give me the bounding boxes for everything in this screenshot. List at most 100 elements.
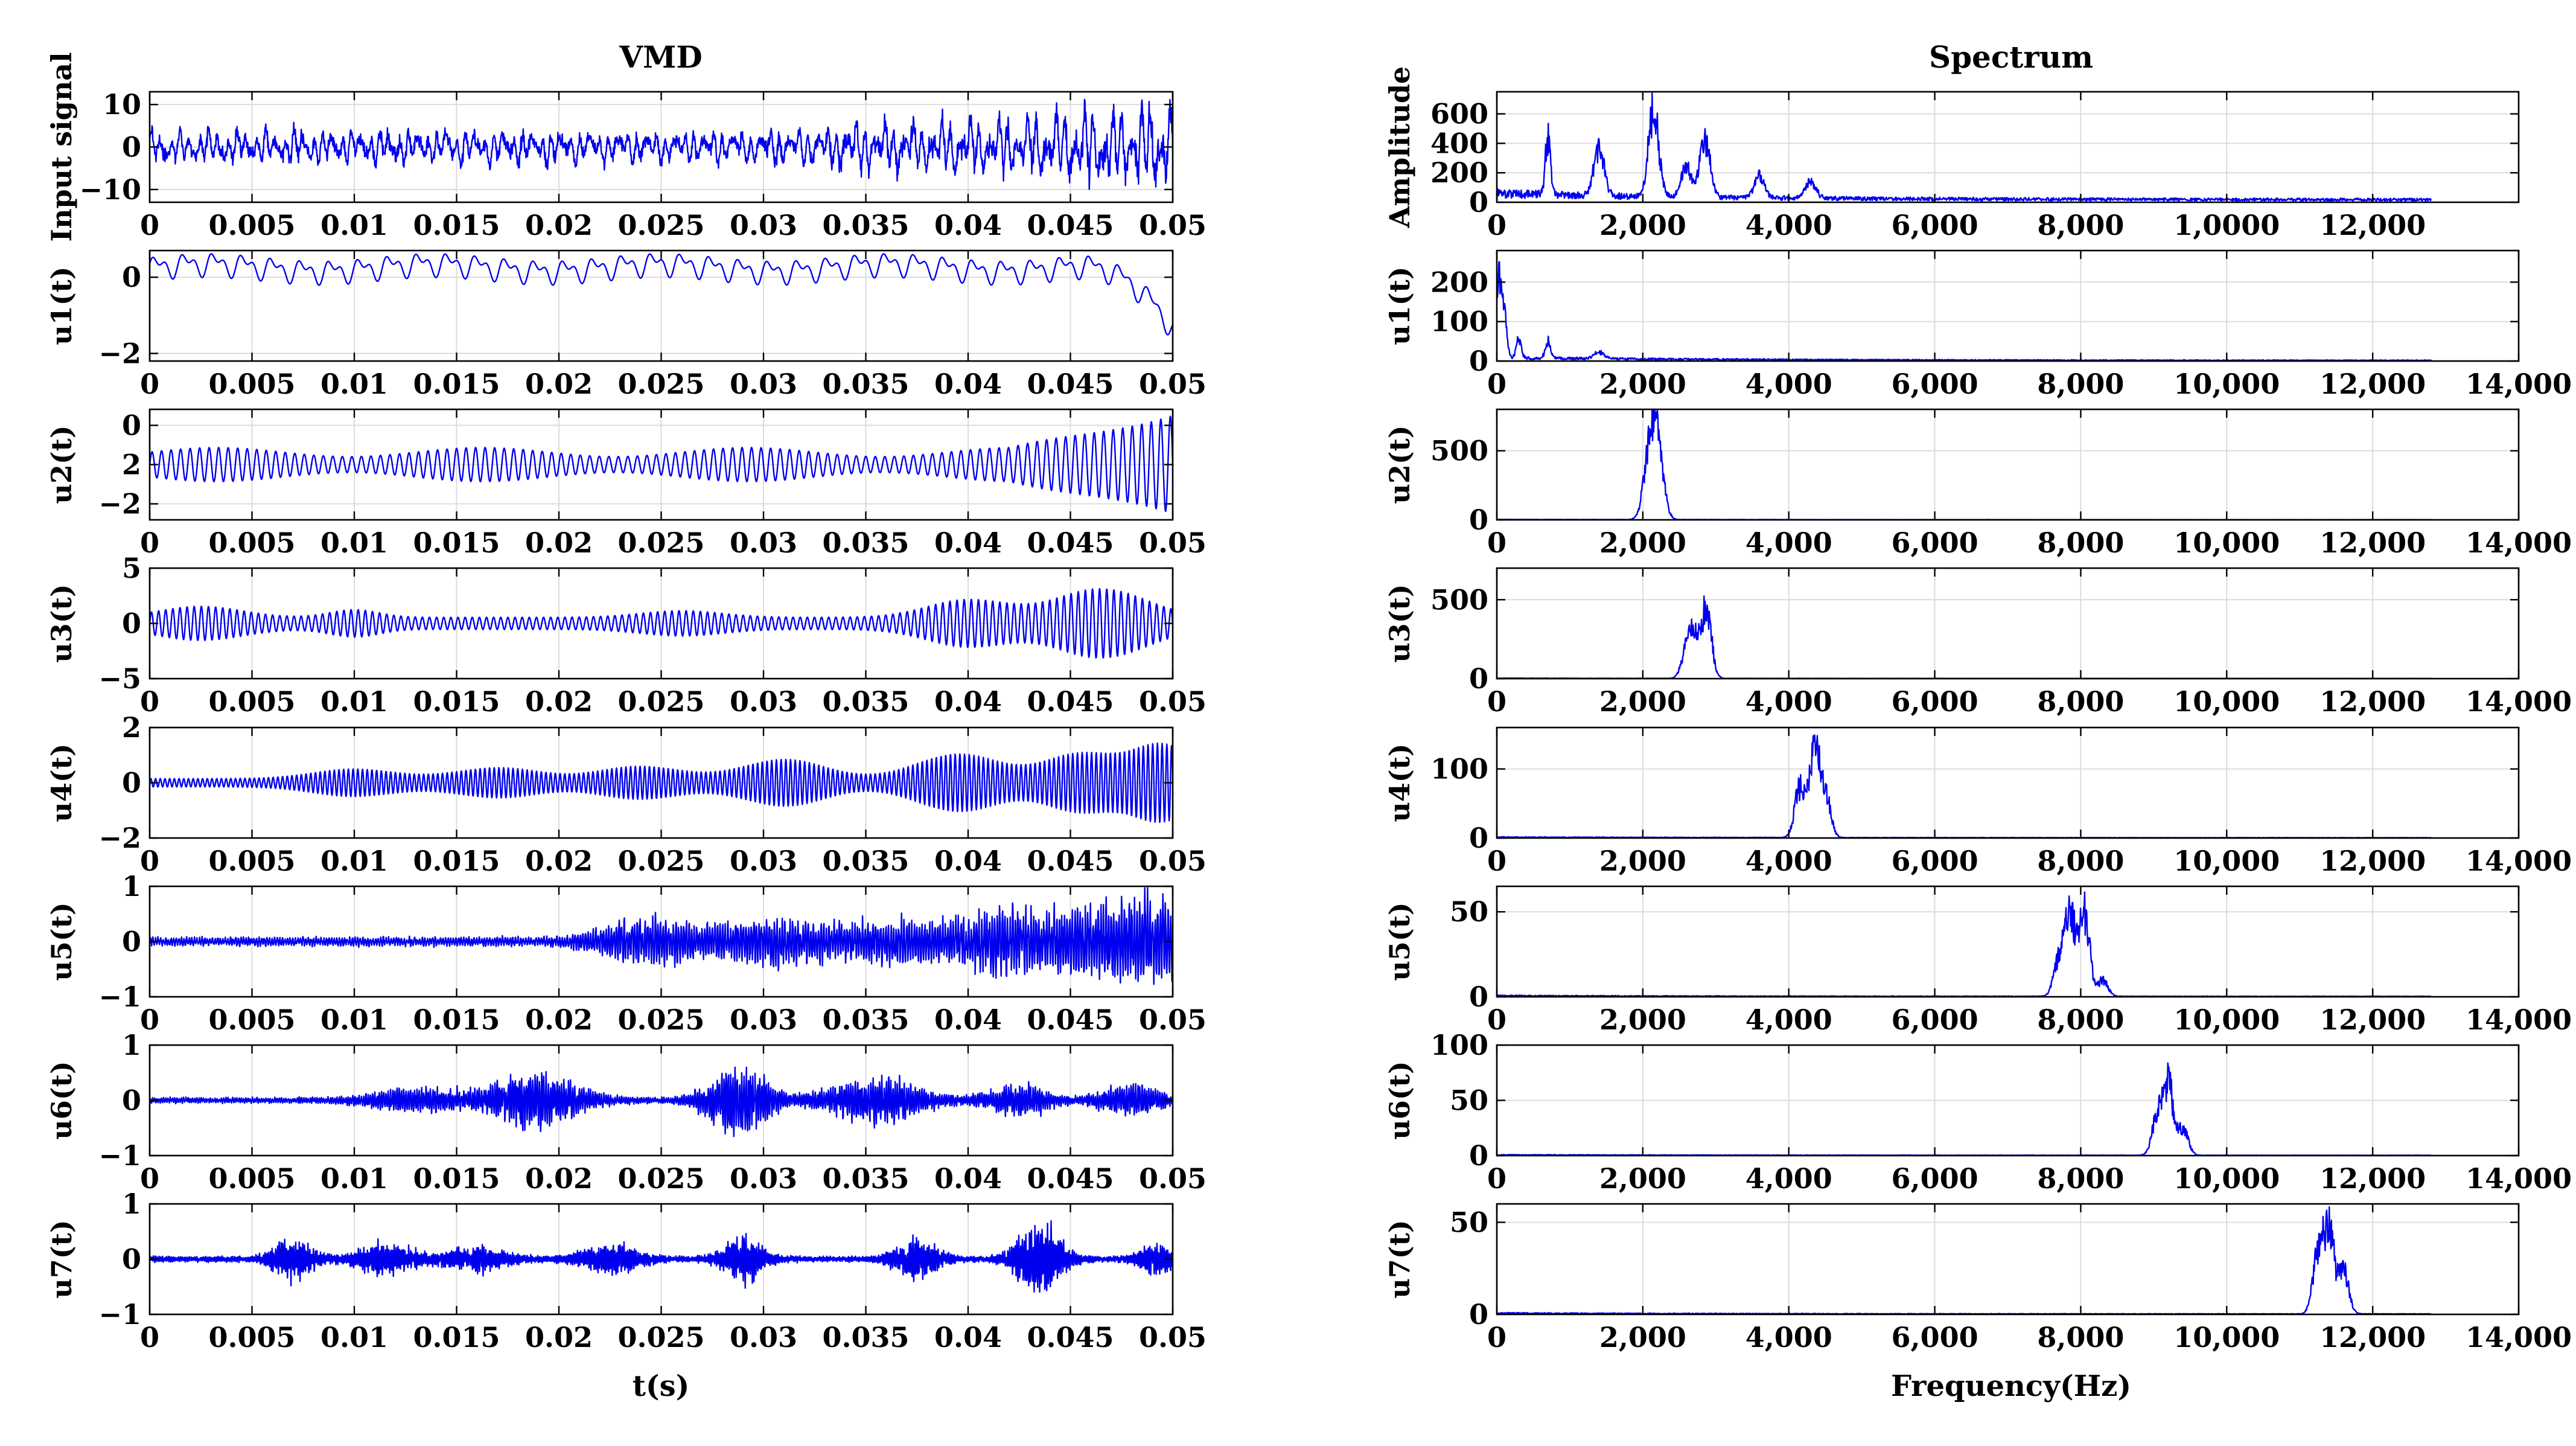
x-tick-label: 0.05 [1139,209,1207,242]
y-tick-label: 0 [1469,1298,1488,1331]
y-axis-label: u6(t) [1383,1061,1416,1139]
x-tick-label: 0.05 [1139,1162,1207,1195]
subplot-right-4: 0 2,000 4,000 6,000 8,000 10,000 12,000 14,000 1… [1383,726,2572,877]
y-tick-label: 0 [122,1243,141,1276]
x-tick-label: 10,000 [2173,368,2280,400]
right-figure-title: Spectrum [1929,39,2093,75]
x-tick-label: 8,000 [2037,1162,2124,1195]
axes-box [1496,885,2520,998]
y-tick-label: 1 [122,870,141,903]
x-tick-label: 8,000 [2037,1321,2124,1354]
x-tick-label: 0.045 [1027,1321,1114,1354]
x-tick-label: 0 [1487,685,1506,718]
x-tick-label: 0.045 [1027,209,1114,242]
y-axis-label: u2(t) [1383,425,1416,504]
y-tick-label: 0 [122,409,141,441]
y-tick-label: 0 [1469,186,1488,219]
x-tick-label: 4,000 [1745,526,1832,559]
x-tick-label: 2,000 [1599,1162,1686,1195]
y-tick-label: 0 [122,767,141,799]
x-tick-label: 0.02 [525,368,593,400]
y-axis-label: u2(t) [45,425,78,504]
y-tick-label: −1 [98,1298,141,1331]
y-tick-label: 50 [1450,1206,1488,1239]
subplot-left-7: 0 0.005 0.01 0.015 0.02 0.025 0.03 0.035 0.04 0.0… [45,1188,1207,1354]
signal-trace [148,887,1174,985]
x-tick-label: 0.03 [730,1321,797,1354]
x-tick-label: 14,000 [2466,1162,2572,1195]
x-tick-label: 12,000 [2319,526,2426,559]
x-tick-label: 0.05 [1139,685,1207,718]
subplot-right-7: 0 2,000 4,000 6,000 8,000 10,000 12,000 14,000 5… [1383,1203,2572,1354]
y-tick-label: 0 [1469,1139,1488,1172]
y-tick-label: −2 [98,337,141,369]
x-tick-label: 0 [1487,845,1506,877]
x-tick-label: 10,000 [2173,526,2280,559]
x-tick-label: 0.01 [320,1003,388,1036]
x-tick-label: 0.015 [413,526,500,559]
left-figure-title: VMD [619,39,703,75]
x-tick-label: 0 [140,368,159,400]
x-tick-label: 4,000 [1745,685,1832,718]
signal-trace [1496,92,2432,202]
x-tick-label: 0.005 [208,1162,295,1195]
x-tick-label: 0 [140,1321,159,1354]
signal-trace [148,1066,1174,1137]
x-tick-label: 0.015 [413,685,500,718]
x-tick-label: 12,000 [2319,685,2426,718]
x-tick-label: 0.04 [934,1162,1002,1195]
x-tick-label: 0 [1487,1321,1506,1354]
y-tick-label: 0 [1469,662,1488,695]
x-tick-label: 0.02 [525,1321,593,1354]
axes-box [1496,249,2520,362]
x-tick-label: 0.025 [617,1162,704,1195]
axes-box [1496,91,2520,203]
x-tick-label: 12,000 [2319,209,2426,242]
x-tick-label: 2,000 [1599,209,1686,242]
x-tick-label: 0.03 [730,1003,797,1036]
x-tick-label: 0.045 [1027,845,1114,877]
y-tick-label: 0 [122,1084,141,1117]
x-tick-label: 0.05 [1139,1321,1207,1354]
x-tick-label: 0.045 [1027,368,1114,400]
x-tick-label: 8,000 [2037,1003,2124,1036]
x-tick-label: 0.01 [320,526,388,559]
x-tick-label: 0.04 [934,1321,1002,1354]
y-axis-label: u7(t) [45,1220,78,1298]
y-axis-label: u6(t) [45,1061,78,1139]
subplot-left-3: 0 0.005 0.01 0.015 0.02 0.025 0.03 0.035 0.04 0.0… [45,552,1207,718]
subplot-right-2: 0 2,000 4,000 6,000 8,000 10,000 12,000 14,000 5… [1383,408,2572,559]
subplot-left-4: 0 0.005 0.01 0.015 0.02 0.025 0.03 0.035 0.04 0.0… [45,711,1207,877]
x-tick-label: 0.03 [730,845,797,877]
y-axis-label: u5(t) [45,902,78,981]
x-tick-label: 0.005 [208,1321,295,1354]
signal-trace [148,1220,1174,1293]
x-tick-label: 0 [1487,368,1506,400]
x-tick-label: 12,000 [2319,1003,2426,1036]
x-tick-label: 14,000 [2466,1321,2572,1354]
x-tick-label: 0.045 [1027,685,1114,718]
y-tick-label: 400 [1430,127,1488,159]
y-axis-label: Input signal [45,52,78,242]
y-tick-label: 50 [1450,895,1488,928]
x-tick-label: 0 [140,845,159,877]
x-tick-label: 0.04 [934,526,1002,559]
x-tick-label: 6,000 [1892,845,1978,877]
y-tick-label: 0 [1469,981,1488,1013]
x-tick-label: 4,000 [1745,368,1832,400]
x-tick-label: 8,000 [2037,368,2124,400]
y-axis-label: u3(t) [1383,584,1416,662]
x-tick-label: 0.04 [934,1003,1002,1036]
x-tick-label: 0.05 [1139,1003,1207,1036]
x-tick-label: 10,000 [2173,1321,2280,1354]
x-tick-label: 8,000 [2037,685,2124,718]
y-tick-label: 50 [1450,1084,1488,1117]
x-tick-label: 8,000 [2037,526,2124,559]
x-tick-label: 0.005 [208,685,295,718]
y-tick-label: −5 [98,662,141,695]
subplot-left-0: 0 0.005 0.01 0.015 0.02 0.025 0.03 0.035 0.04 0.0… [45,52,1207,242]
x-tick-label: 0 [1487,526,1506,559]
y-tick-label: 0 [122,131,141,164]
x-tick-label: 0.035 [822,526,909,559]
x-tick-label: 6,000 [1892,368,1978,400]
